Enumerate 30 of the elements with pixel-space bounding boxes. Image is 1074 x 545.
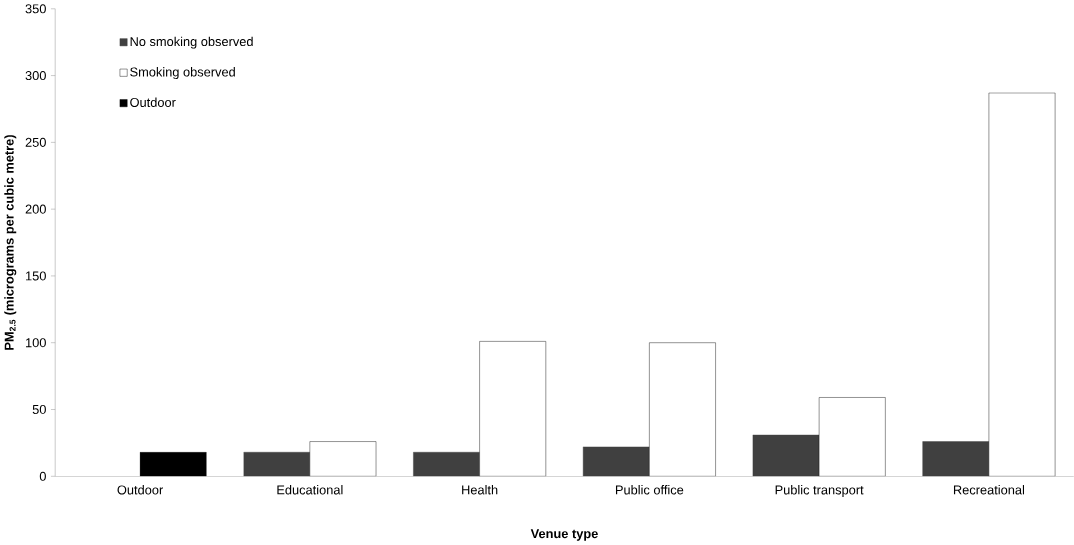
x-tick-label: Educational — [277, 485, 343, 495]
bar — [752, 434, 820, 477]
bar — [582, 446, 650, 477]
y-tick-label: 50 — [32, 404, 46, 415]
legend-label: Smoking observed — [130, 67, 235, 80]
bar — [139, 452, 207, 477]
y-tick-label: 0 — [39, 471, 46, 481]
legend-label: No smoking observed — [130, 36, 253, 49]
x-tick-label: Recreational — [953, 485, 1025, 495]
legend-label: Outdoor — [130, 97, 176, 107]
x-tick-label: Public office — [615, 485, 684, 495]
y-tick-label: 250 — [25, 137, 46, 147]
y-tick-label: 100 — [26, 338, 46, 348]
x-axis-title: Venue type — [530, 529, 598, 541]
bar — [479, 341, 547, 477]
bar — [649, 342, 716, 477]
x-tick-label: Outdoor — [117, 485, 164, 495]
bar — [818, 397, 886, 477]
x-tick-label: Health — [462, 485, 498, 495]
y-tick-label: 150 — [26, 271, 46, 281]
y-tick-label: 300 — [25, 71, 46, 81]
y-tick-label: 350 — [25, 4, 46, 14]
bar — [413, 452, 480, 477]
y-tick-label: 200 — [25, 204, 46, 214]
bar — [309, 441, 377, 477]
bar — [243, 452, 311, 477]
x-tick-label: Public transport — [775, 485, 864, 497]
bar — [988, 92, 1056, 477]
y-axis-title: PM$_{2.5}$ (micrograms per cubic metre) — [4, 135, 17, 350]
bar — [922, 441, 990, 477]
